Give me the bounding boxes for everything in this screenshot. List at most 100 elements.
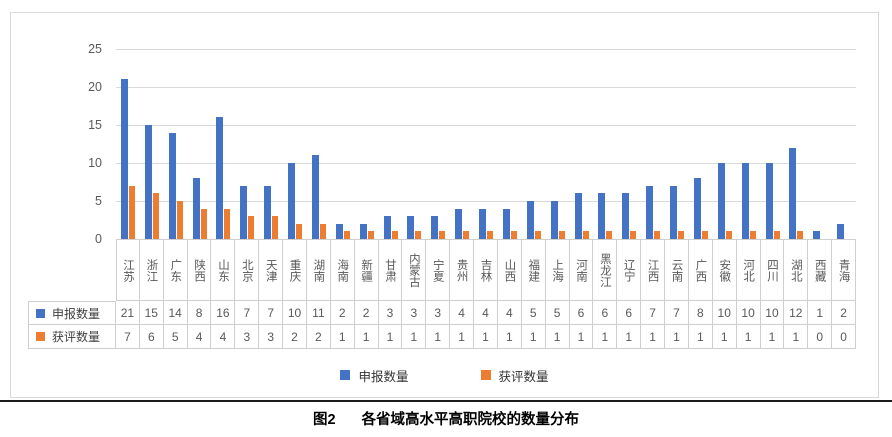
bar-获评数量-广西: [701, 231, 708, 239]
table-applied-row: 申报数量 21 15 14 8 16 7 7 10 11 2 2 3 3 3 4 4 4 5 5 6 6 6 7 7 8 10 10…: [28, 301, 856, 325]
table-value-获评数量-陕西: 4: [187, 325, 212, 349]
legend-awarded-label: 获评数量: [498, 369, 549, 384]
table-province-cell-黑龙江: 黑龙江: [593, 239, 618, 301]
province-label-新疆: 新疆: [360, 258, 373, 282]
bar-group-江苏: [116, 49, 140, 239]
table-province-cell-天津: 天津: [259, 239, 284, 301]
bar-申报数量-福建: [526, 201, 534, 239]
province-label-上海: 上海: [551, 258, 564, 282]
table-province-cell-湖南: 湖南: [306, 239, 331, 301]
bar-group-青海: [832, 49, 856, 239]
table-province-cell-青海: 青海: [832, 239, 856, 301]
bar-申报数量-吉林: [479, 208, 487, 239]
table-value-获评数量-云南: 1: [665, 325, 689, 349]
province-label-安徽: 安徽: [718, 258, 731, 282]
gridline-25: [116, 49, 856, 50]
bar-申报数量-宁夏: [431, 216, 439, 239]
bar-申报数量-山东: [216, 117, 224, 239]
table-value-申报数量-江西: 7: [641, 301, 666, 325]
figure-caption: 图2 各省域高水平高职院校的数量分布: [0, 408, 892, 429]
bar-获评数量-湖南: [319, 223, 326, 239]
bar-申报数量-江苏: [120, 79, 128, 239]
bar-获评数量-辽宁: [630, 231, 637, 239]
bar-申报数量-山西: [502, 208, 510, 239]
bar-申报数量-浙江: [144, 125, 152, 239]
province-label-甘肃: 甘肃: [384, 258, 397, 282]
table-value-申报数量-吉林: 4: [474, 301, 498, 325]
bar-获评数量-新疆: [367, 231, 374, 239]
table-province-cell-福建: 福建: [521, 239, 546, 301]
province-label-内蒙古: 内蒙古: [407, 252, 420, 288]
bar-group-陕西: [188, 49, 212, 239]
bar-申报数量-西藏: [813, 231, 821, 239]
bar-获评数量-贵州: [463, 231, 470, 239]
bar-columns: [116, 49, 856, 239]
legend-awarded-swatch: [480, 370, 491, 380]
bar-group-安徽: [713, 49, 737, 239]
table-value-申报数量-北京: 7: [235, 301, 260, 325]
table-province-cell-宁夏: 宁夏: [426, 239, 451, 301]
bar-group-江西: [641, 49, 665, 239]
table-value-获评数量-上海: 1: [545, 325, 570, 349]
bar-申报数量-黑龙江: [598, 193, 606, 239]
bar-申报数量-重庆: [288, 163, 296, 239]
table-value-申报数量-江苏: 21: [116, 301, 140, 325]
bar-group-四川: [761, 49, 785, 239]
bar-获评数量-湖北: [797, 231, 804, 239]
table-province-cell-甘肃: 甘肃: [378, 239, 403, 301]
bar-group-北京: [235, 49, 259, 239]
bar-group-辽宁: [617, 49, 641, 239]
gridline-5: [116, 201, 856, 202]
bar-申报数量-上海: [550, 201, 558, 239]
table-value-获评数量-广东: 5: [163, 325, 188, 349]
table-value-申报数量-辽宁: 6: [617, 301, 642, 325]
bar-获评数量-福建: [534, 231, 541, 239]
table-value-获评数量-安徽: 1: [712, 325, 737, 349]
table-province-cell-广东: 广东: [163, 239, 188, 301]
bar-获评数量-四川: [773, 231, 780, 239]
province-label-湖南: 湖南: [312, 258, 325, 282]
bar-获评数量-北京: [248, 216, 255, 239]
province-label-云南: 云南: [670, 258, 683, 282]
province-label-北京: 北京: [240, 258, 253, 282]
legend-applied-label: 申报数量: [358, 369, 409, 384]
table-value-获评数量-黑龙江: 1: [593, 325, 618, 349]
table-value-获评数量-浙江: 6: [139, 325, 164, 349]
table-value-获评数量-湖北: 1: [784, 325, 809, 349]
table-value-申报数量-福建: 5: [521, 301, 546, 325]
table-value-申报数量-河南: 6: [569, 301, 594, 325]
chart-legend: 申报数量 获评数量: [11, 364, 878, 386]
bar-group-福建: [522, 49, 546, 239]
table-value-申报数量-青海: 2: [832, 301, 856, 325]
table-value-获评数量-江苏: 7: [116, 325, 140, 349]
table-corner-cell: [28, 239, 116, 301]
table-value-获评数量-河南: 1: [569, 325, 594, 349]
province-label-山东: 山东: [216, 258, 229, 282]
table-value-获评数量-天津: 3: [259, 325, 284, 349]
table-value-获评数量-福建: 1: [521, 325, 546, 349]
bar-申报数量-广西: [693, 178, 701, 239]
province-label-江苏: 江苏: [121, 258, 134, 282]
table-value-申报数量-浙江: 15: [139, 301, 164, 325]
table-province-cell-湖北: 湖北: [784, 239, 809, 301]
bar-获评数量-云南: [678, 231, 685, 239]
table-province-cell-新疆: 新疆: [354, 239, 379, 301]
bar-申报数量-内蒙古: [407, 216, 415, 239]
bar-group-广东: [164, 49, 188, 239]
table-province-row: 江苏 浙江 广东 陕西 山东 北京 天津 重庆 湖南 海南 新疆 甘肃 内蒙古 宁夏 贵州 吉林 山西 福建 上海河…: [28, 239, 856, 301]
figure-separator-rule: [0, 400, 892, 402]
bar-申报数量-湖北: [789, 147, 797, 239]
table-value-获评数量-江西: 1: [641, 325, 666, 349]
province-label-重庆: 重庆: [288, 258, 301, 282]
plot-area: [116, 49, 856, 240]
bar-group-山东: [212, 49, 236, 239]
province-label-福建: 福建: [527, 258, 540, 282]
bar-申报数量-新疆: [359, 223, 367, 239]
bar-获评数量-内蒙古: [415, 231, 422, 239]
table-province-cell-上海: 上海: [545, 239, 570, 301]
bar-group-广西: [689, 49, 713, 239]
table-value-申报数量-黑龙江: 6: [593, 301, 618, 325]
table-value-申报数量-上海: 5: [545, 301, 570, 325]
province-label-天津: 天津: [264, 258, 277, 282]
